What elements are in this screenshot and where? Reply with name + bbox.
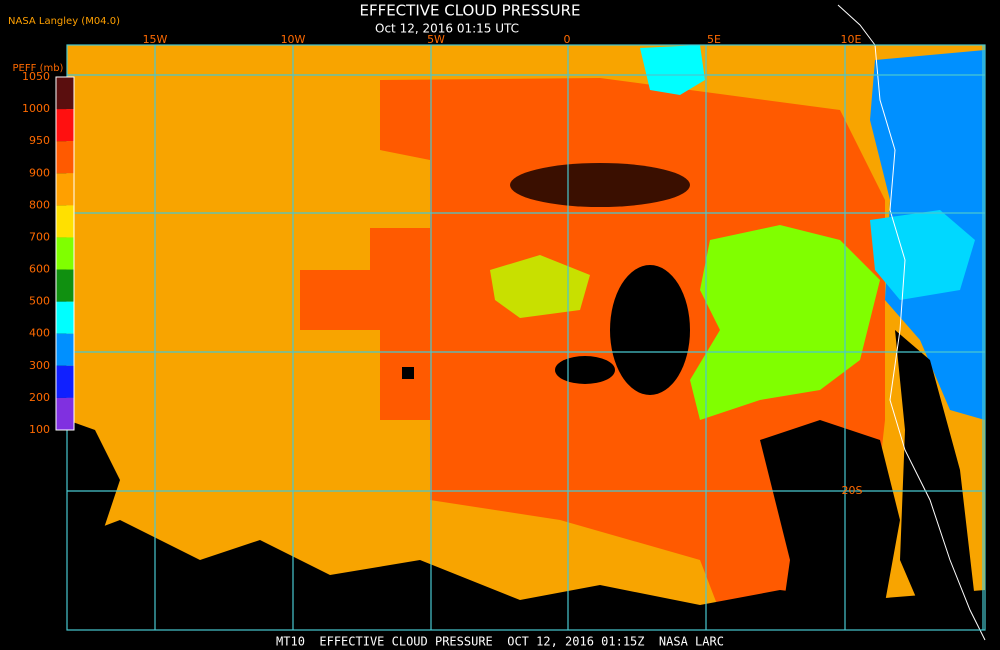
- coastline: [837, 4, 986, 641]
- legend-label: 600: [29, 263, 50, 276]
- grid-label: 10W: [281, 33, 306, 46]
- legend-swatch: [56, 269, 74, 302]
- map-title: EFFECTIVE CLOUD PRESSURE: [359, 2, 580, 20]
- clear-bottom: [67, 520, 985, 630]
- legend-swatch: [56, 333, 74, 366]
- land-clear: [895, 330, 975, 630]
- clear-streaks: [510, 163, 690, 207]
- high-cloud-area: [690, 225, 880, 420]
- legend-label: 1050: [22, 70, 50, 83]
- grid-label: 5W: [427, 33, 445, 46]
- clear-patch: [555, 356, 615, 384]
- legend-label: 700: [29, 230, 50, 243]
- legend-swatch: [56, 365, 74, 398]
- legend-label: 400: [29, 327, 50, 340]
- footer-caption: MT10 EFFECTIVE CLOUD PRESSURE OCT 12, 20…: [276, 635, 724, 649]
- map-subtitle: Oct 12, 2016 01:15 UTC: [375, 22, 519, 36]
- legend-swatch: [56, 237, 74, 270]
- missing-data: [402, 367, 414, 379]
- legend-swatch: [56, 141, 74, 174]
- legend-label: 300: [29, 359, 50, 372]
- grid-label: 15W: [143, 33, 168, 46]
- legend-label: 500: [29, 295, 50, 308]
- clear-patch: [610, 265, 690, 395]
- legend-label: 1000: [22, 102, 50, 115]
- clear-left: [67, 420, 120, 560]
- very-high-cloud-patch: [640, 45, 705, 95]
- imagery: [67, 4, 986, 641]
- clear-right-bottom: [760, 420, 900, 630]
- legend-label: 100: [29, 423, 50, 436]
- legend-label: 200: [29, 391, 50, 404]
- legend-label: 900: [29, 166, 50, 179]
- legend-swatch: [56, 77, 74, 110]
- legend: 1050 1000 950 900 800 700 600 500 400 300 200 100: [22, 70, 75, 436]
- legend-swatch: [56, 397, 74, 430]
- legend-swatch: [56, 173, 74, 206]
- legend-swatch: [56, 205, 74, 238]
- legend-title: PEFF (mb): [13, 63, 64, 74]
- source-label: NASA Langley (M04.0): [8, 16, 120, 27]
- legend-frame: [55, 76, 75, 431]
- graticule: [66, 44, 986, 631]
- legend-label: 950: [29, 134, 50, 147]
- grid-label: 10E: [841, 33, 862, 46]
- grid-label: 0: [564, 33, 571, 46]
- legend-swatch: [56, 109, 74, 142]
- grid-label: 5E: [707, 33, 721, 46]
- high-cloud-patch: [490, 255, 590, 318]
- legend-label: 800: [29, 198, 50, 211]
- grid-label: 20S: [842, 484, 863, 497]
- legend-swatch: [56, 301, 74, 334]
- mid-cloud-area: [300, 78, 885, 612]
